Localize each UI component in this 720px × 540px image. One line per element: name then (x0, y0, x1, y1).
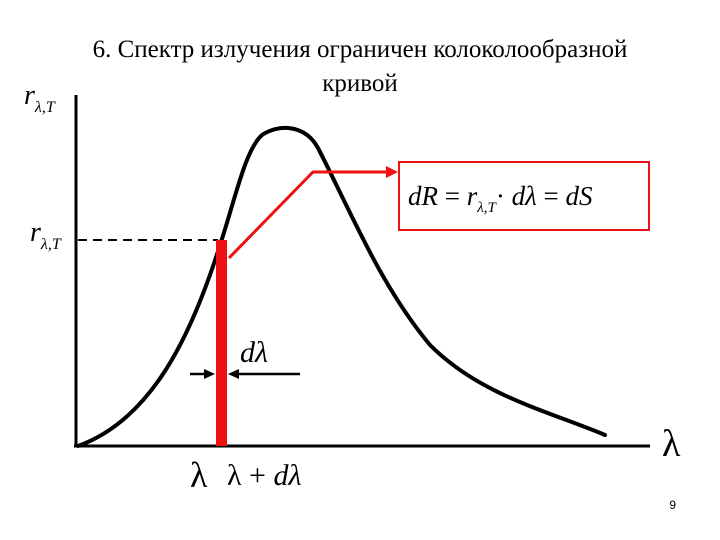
formula-eq1: = (445, 181, 460, 211)
y-axis-label-sub: λ,T (34, 99, 56, 116)
level-label-sub: λ,T (40, 236, 62, 253)
formula-r: r (467, 181, 478, 211)
pointer-arrowhead (386, 166, 398, 178)
strip-right-label: λ + dλ (227, 459, 301, 492)
pointer-line (227, 170, 386, 260)
formula: dR = rλ,T· dλ = dS (408, 181, 593, 216)
strip-right-plus: + (249, 459, 266, 492)
formula-r-sub: λ,T (476, 200, 497, 216)
spectrum-curve (76, 125, 607, 448)
formula-dot: · (496, 181, 505, 211)
slide-title-line2: кривой (322, 70, 398, 97)
width-label: dλ (240, 336, 268, 369)
formula-box (398, 161, 650, 231)
strip-left-label: λ (190, 455, 208, 495)
width-arrow-left-head (204, 369, 215, 379)
strip-right-lambda: λ (227, 459, 242, 492)
formula-eq2: = (544, 181, 559, 211)
formula-dS: dS (566, 181, 594, 211)
level-label-main: r (30, 217, 41, 248)
formula-dlambda: dλ (512, 181, 538, 211)
formula-dR: dR (408, 181, 439, 211)
width-arrow-right-head (228, 369, 239, 379)
slide-title-line1: 6. Спектр излучения ограничен колоколооб… (92, 36, 628, 63)
spectral-strip (216, 240, 227, 446)
y-axis-label: rλ,T (24, 80, 56, 116)
strip-right-dlambda: dλ (273, 459, 301, 492)
page-number: 9 (669, 498, 676, 512)
y-axis-label-main: r (24, 80, 35, 111)
level-label: rλ,T (30, 217, 62, 253)
x-axis-label: λ (662, 423, 681, 465)
